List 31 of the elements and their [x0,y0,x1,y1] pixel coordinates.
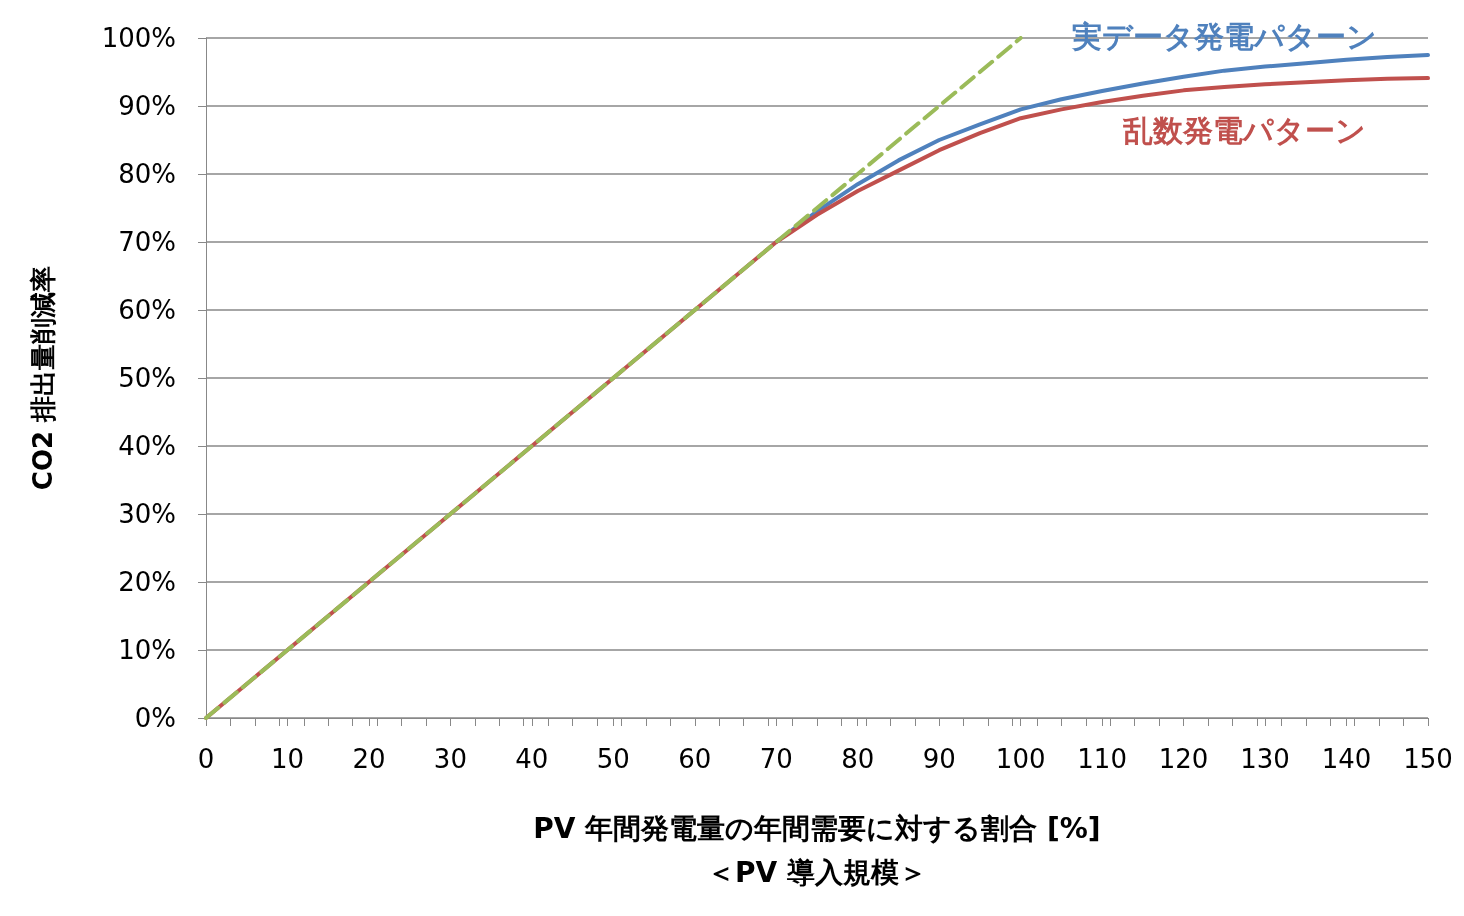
x-tick-label: 30 [433,744,467,774]
x-tick-label: 150 [1403,744,1453,774]
x-tick-label: 70 [759,744,793,774]
y-tick-label: 60% [118,295,176,325]
y-tick-label: 30% [118,499,176,529]
x-tick-label: 110 [1077,744,1127,774]
x-tick-label: 10 [270,744,305,774]
series-label: 乱数発電パターン [1121,113,1366,149]
x-tick-label: 100 [995,744,1046,774]
x-tick-label: 90 [922,744,956,774]
x-tick-label: 50 [596,744,630,774]
x-tick-label: 130 [1240,744,1290,774]
y-tick-label: 80% [118,159,176,189]
y-tick-label: 10% [118,635,176,665]
x-tick-label: 40 [515,744,549,774]
y-tick-label: 0% [134,703,176,733]
y-tick-label: 50% [118,363,176,393]
y-tick-label: 40% [118,431,176,461]
x-tick-label: 80 [841,744,875,774]
y-tick-label: 20% [118,567,176,597]
y-axis-title: CO2 排出量削減率 [28,265,58,491]
x-tick-label: 140 [1321,744,1372,774]
x-tick-label: 60 [678,744,712,774]
y-tick-label: 70% [118,227,176,257]
x-tick-label: 0 [197,744,215,774]
series-label: 実データ発電パターン [1070,19,1377,55]
x-tick-label: 120 [1158,744,1209,774]
x-tick-label: 20 [352,744,386,774]
y-tick-label: 100% [101,23,176,53]
x-axis-title: PV 年間発電量の年間需要に対する割合 [%] ＜PV 導入規模＞ [533,811,1101,889]
y-tick-label: 90% [118,91,176,121]
